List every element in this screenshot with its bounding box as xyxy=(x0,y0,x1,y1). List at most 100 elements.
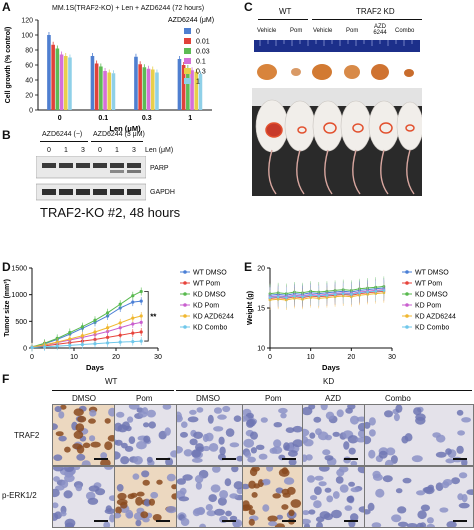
tumor-outline xyxy=(323,122,337,134)
legend-title: AZD6244 (μM) xyxy=(168,17,214,24)
parp-band xyxy=(110,163,124,168)
bar xyxy=(99,66,103,110)
data-point xyxy=(118,321,122,325)
legend-label: WT Pom xyxy=(193,281,220,288)
scale-bar xyxy=(94,458,108,460)
tumor xyxy=(312,64,332,80)
data-point xyxy=(93,330,97,334)
data-point xyxy=(341,292,345,295)
kd-group-line xyxy=(176,390,472,391)
mouse xyxy=(340,100,372,152)
y-axis-label: Weight (g) xyxy=(247,291,254,325)
data-point xyxy=(106,326,110,330)
y-axis-label: Cell growth (% control) xyxy=(5,27,12,104)
panel-a-chart: 0 20 40 60 80 100 120 0 0.1 0.3 1 Len (μM) Cell grow… xyxy=(5,17,214,133)
legend-marker xyxy=(183,270,187,274)
bar xyxy=(190,70,194,110)
lane-label: 3 xyxy=(81,147,85,154)
bar xyxy=(47,35,51,110)
y-axis-label: Tumor size (mm³) xyxy=(4,279,11,337)
bar xyxy=(146,68,151,110)
data-point xyxy=(118,302,122,306)
data-point xyxy=(139,339,143,343)
legend-marker xyxy=(405,314,409,318)
legend-marker xyxy=(183,281,187,285)
x-tick-label: 0 xyxy=(268,354,272,361)
scale-bar xyxy=(344,520,358,522)
scale-bar xyxy=(344,458,358,460)
data-point xyxy=(139,320,143,324)
group-label-kd: TRAF2 KD xyxy=(356,7,395,16)
legend-label: 0.03 xyxy=(196,49,210,56)
legend-swatch xyxy=(184,28,191,34)
ihc-micrograph xyxy=(242,466,303,528)
mouse xyxy=(284,100,316,152)
data-point xyxy=(43,345,47,349)
legend-marker xyxy=(183,303,187,307)
ihc-micrograph xyxy=(176,466,243,528)
data-point xyxy=(118,333,122,337)
y-tick-label: 40 xyxy=(25,78,33,85)
data-point xyxy=(131,316,135,320)
data-point xyxy=(131,331,135,335)
y-tick-label: 1500 xyxy=(11,266,27,273)
column-label: Combo xyxy=(395,28,415,34)
x-axis-label: Days xyxy=(86,363,104,372)
legend-marker xyxy=(405,303,409,307)
data-point xyxy=(325,293,329,297)
data-point xyxy=(106,311,110,315)
data-point xyxy=(80,342,84,347)
mouse-tail xyxy=(296,149,305,195)
data-point xyxy=(374,289,378,293)
ihc-row-label: TRAF2 xyxy=(14,431,40,440)
tumor-outline xyxy=(352,123,364,133)
data-point xyxy=(139,289,143,294)
data-point xyxy=(80,325,84,329)
panel-label-c: C xyxy=(244,0,253,14)
column-label: Pom xyxy=(290,28,303,34)
bar xyxy=(155,72,159,110)
data-point xyxy=(68,343,72,347)
legend-label: 0.01 xyxy=(196,39,210,46)
kd-underline xyxy=(312,19,422,20)
y-tick-label: 0 xyxy=(29,108,33,115)
data-point xyxy=(139,314,143,318)
ihc-row-label: p-ERK1/2 xyxy=(2,491,37,500)
ihc-micrograph xyxy=(176,404,243,466)
scale-bar xyxy=(282,520,296,522)
data-point xyxy=(131,322,135,326)
scale-bar xyxy=(453,458,467,460)
legend-marker xyxy=(405,281,409,285)
tumor-outline xyxy=(379,122,393,134)
azd-positive-label: AZD6244 (3 μM) xyxy=(93,131,145,138)
len-unit-label: Len (μM) xyxy=(145,147,174,154)
data-point xyxy=(93,318,97,322)
tumor-outline xyxy=(297,126,307,134)
data-point xyxy=(382,289,386,292)
tumor xyxy=(344,65,360,79)
lane-label: 1 xyxy=(64,147,68,154)
x-tick-label: 10 xyxy=(70,354,78,361)
data-point xyxy=(139,330,143,334)
legend-swatch xyxy=(184,58,191,64)
ihc-micrograph xyxy=(364,404,474,466)
mouse-tail xyxy=(324,149,333,195)
column-label: Pom xyxy=(346,28,359,34)
y-tick-label: 20 xyxy=(25,93,33,100)
data-point xyxy=(309,293,313,297)
x-tick-label: 0.1 xyxy=(98,115,108,122)
gapdh-band xyxy=(42,189,56,195)
parp-band xyxy=(76,163,90,168)
gapdh-band xyxy=(110,189,124,195)
ihc-column-label: Combo xyxy=(385,394,411,403)
data-point xyxy=(131,340,135,344)
ihc-micrograph xyxy=(302,466,365,528)
legend-label: KD DMSO xyxy=(415,292,448,299)
panel-label-b: B xyxy=(2,128,11,142)
tumor-photo xyxy=(252,38,422,88)
bar xyxy=(68,57,72,110)
series-line xyxy=(31,315,142,348)
bar xyxy=(181,65,186,110)
bar xyxy=(134,56,138,110)
legend-label: KD Pom xyxy=(415,303,441,310)
